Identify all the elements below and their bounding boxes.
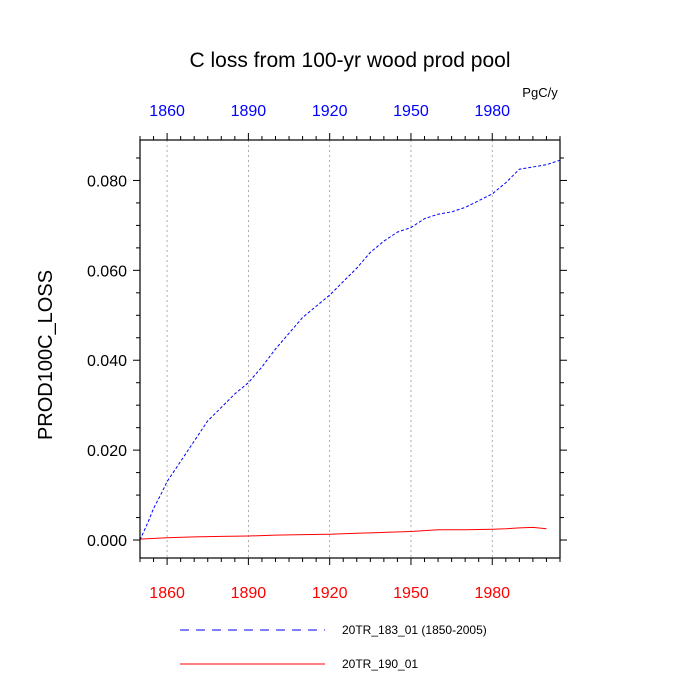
legend-label-series-1: 20TR_183_01 (1850-2005) [342,623,487,637]
legend-label-series-2: 20TR_190_01 [342,657,418,671]
y-tick-label: 0.060 [87,263,127,280]
legend: 20TR_183_01 (1850-2005) 20TR_190_01 [180,623,487,671]
label-layer: 1860 1890 1920 1950 1980 1860 1890 1920 1950 1980… [87,103,510,602]
x-tick-label-bottom: 1920 [312,585,348,602]
y-axis-label: PROD100C_LOSS [35,270,57,440]
plot-frame [139,139,561,559]
x-tick-label-top: 1890 [231,103,267,120]
y-tick-label: 0.080 [87,173,127,190]
units-label: PgC/y [522,85,558,100]
x-tick-label-top: 1980 [474,103,510,120]
y-tick-label: 0.040 [87,353,127,370]
series-layer [139,159,561,541]
x-tick-label-bottom: 1890 [231,585,267,602]
x-tick-label-top: 1860 [149,103,185,120]
series-line-1 [139,159,561,541]
x-tick-label-bottom: 1980 [474,585,510,602]
x-tick-label-bottom: 1950 [393,585,429,602]
y-tick-label: 0.020 [87,443,127,460]
y-tick-label: 0.000 [87,533,127,550]
x-tick-label-bottom: 1860 [149,585,185,602]
series-line-2 [139,526,547,540]
x-tick-label-top: 1920 [312,103,348,120]
tick-layer [133,133,567,565]
grid-layer [166,140,493,558]
chart-title: C loss from 100-yr wood prod pool [190,49,511,72]
x-tick-label-top: 1950 [393,103,429,120]
